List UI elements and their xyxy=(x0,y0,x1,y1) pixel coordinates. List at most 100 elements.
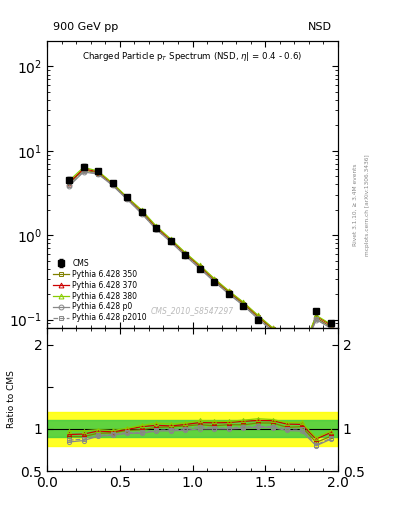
Pythia 6.428 p0 xyxy=(169,239,173,245)
Pythia 6.428 p2010 xyxy=(241,302,246,308)
Pythia 6.428 350 xyxy=(227,289,231,295)
Pythia 6.428 380 xyxy=(256,312,261,318)
Y-axis label: Ratio to CMS: Ratio to CMS xyxy=(7,370,16,429)
Pythia 6.428 370 xyxy=(270,325,275,331)
Pythia 6.428 p0 xyxy=(110,182,115,188)
Pythia 6.428 370 xyxy=(299,350,304,356)
Pythia 6.428 p0 xyxy=(314,316,319,323)
Pythia 6.428 380 xyxy=(241,299,246,305)
Pythia 6.428 p2010 xyxy=(110,182,115,188)
Pythia 6.428 p0 xyxy=(183,252,188,259)
Pythia 6.428 p0 xyxy=(154,226,159,232)
Pythia 6.428 380 xyxy=(66,178,72,184)
Pythia 6.428 380 xyxy=(285,337,289,343)
Text: Rivet 3.1.10, ≥ 3.4M events: Rivet 3.1.10, ≥ 3.4M events xyxy=(353,163,358,246)
Pythia 6.428 p0 xyxy=(212,279,217,285)
Pythia 6.428 350 xyxy=(140,209,144,215)
Pythia 6.428 p0 xyxy=(285,340,289,347)
Pythia 6.428 p0 xyxy=(125,196,130,202)
Pythia 6.428 370 xyxy=(81,166,86,172)
Pythia 6.428 p2010 xyxy=(81,168,86,175)
Line: Pythia 6.428 380: Pythia 6.428 380 xyxy=(66,165,333,355)
Pythia 6.428 370 xyxy=(227,288,231,294)
Pythia 6.428 p0 xyxy=(198,266,202,272)
Pythia 6.428 380 xyxy=(212,275,217,282)
Pythia 6.428 p2010 xyxy=(299,352,304,358)
Pythia 6.428 350 xyxy=(125,195,130,201)
Pythia 6.428 380 xyxy=(198,262,202,268)
Pythia 6.428 350 xyxy=(154,225,159,231)
Text: Charged Particle p$_T$ Spectrum (NSD, $\eta$| = 0.4 - 0.6): Charged Particle p$_T$ Spectrum (NSD, $\… xyxy=(83,50,303,62)
Pythia 6.428 p2010 xyxy=(314,316,319,322)
Pythia 6.428 380 xyxy=(140,207,144,213)
Pythia 6.428 370 xyxy=(154,224,159,230)
Pythia 6.428 p0 xyxy=(256,316,261,322)
Pythia 6.428 380 xyxy=(81,164,86,170)
Pythia 6.428 370 xyxy=(285,338,289,344)
Pythia 6.428 p2010 xyxy=(169,239,173,245)
Pythia 6.428 350 xyxy=(285,339,289,345)
Bar xyxy=(47,412,338,446)
Pythia 6.428 350 xyxy=(299,351,304,357)
Pythia 6.428 p0 xyxy=(66,183,72,189)
Pythia 6.428 p0 xyxy=(329,325,333,331)
Pythia 6.428 370 xyxy=(329,322,333,328)
Pythia 6.428 p2010 xyxy=(198,265,202,271)
Pythia 6.428 380 xyxy=(154,223,159,229)
Pythia 6.428 350 xyxy=(183,251,188,257)
Pythia 6.428 p2010 xyxy=(96,170,101,177)
Pythia 6.428 p2010 xyxy=(329,325,333,331)
Pythia 6.428 p0 xyxy=(227,291,231,297)
Pythia 6.428 380 xyxy=(96,168,101,174)
Pythia 6.428 370 xyxy=(96,168,101,175)
Pythia 6.428 350 xyxy=(96,169,101,176)
Pythia 6.428 370 xyxy=(256,313,261,319)
Pythia 6.428 370 xyxy=(125,195,130,201)
Pythia 6.428 p0 xyxy=(241,303,246,309)
Pythia 6.428 380 xyxy=(169,236,173,242)
Text: CMS_2010_S8547297: CMS_2010_S8547297 xyxy=(151,306,234,315)
Pythia 6.428 370 xyxy=(198,263,202,269)
Pythia 6.428 380 xyxy=(299,349,304,355)
Pythia 6.428 p2010 xyxy=(285,339,289,346)
Pythia 6.428 370 xyxy=(241,300,246,306)
Line: Pythia 6.428 p2010: Pythia 6.428 p2010 xyxy=(66,169,333,357)
Pythia 6.428 350 xyxy=(212,278,217,284)
Pythia 6.428 350 xyxy=(256,314,261,320)
Pythia 6.428 370 xyxy=(169,237,173,243)
Pythia 6.428 p2010 xyxy=(270,328,275,334)
Pythia 6.428 350 xyxy=(81,167,86,173)
Legend: CMS, Pythia 6.428 350, Pythia 6.428 370, Pythia 6.428 380, Pythia 6.428 p0, Pyth: CMS, Pythia 6.428 350, Pythia 6.428 370,… xyxy=(51,257,149,324)
Pythia 6.428 p2010 xyxy=(66,182,72,188)
Pythia 6.428 p0 xyxy=(96,171,101,177)
Pythia 6.428 370 xyxy=(183,250,188,257)
Line: Pythia 6.428 p0: Pythia 6.428 p0 xyxy=(66,169,333,358)
Pythia 6.428 p0 xyxy=(270,328,275,334)
Pythia 6.428 p0 xyxy=(299,353,304,359)
Pythia 6.428 380 xyxy=(270,325,275,331)
Pythia 6.428 p2010 xyxy=(227,291,231,297)
Pythia 6.428 370 xyxy=(314,313,319,319)
Pythia 6.428 p2010 xyxy=(140,210,144,216)
Pythia 6.428 350 xyxy=(329,324,333,330)
Pythia 6.428 p2010 xyxy=(154,226,159,232)
Pythia 6.428 350 xyxy=(110,181,115,187)
Pythia 6.428 380 xyxy=(183,249,188,255)
Pythia 6.428 370 xyxy=(140,207,144,214)
Text: 900 GeV pp: 900 GeV pp xyxy=(53,23,118,32)
Pythia 6.428 380 xyxy=(314,312,319,318)
Pythia 6.428 p2010 xyxy=(125,196,130,202)
Line: Pythia 6.428 370: Pythia 6.428 370 xyxy=(66,166,333,355)
Pythia 6.428 p2010 xyxy=(183,252,188,258)
Pythia 6.428 350 xyxy=(198,264,202,270)
Text: mcplots.cern.ch [arXiv:1306.3436]: mcplots.cern.ch [arXiv:1306.3436] xyxy=(365,154,370,255)
Line: Pythia 6.428 350: Pythia 6.428 350 xyxy=(66,167,333,356)
Pythia 6.428 p2010 xyxy=(212,279,217,285)
Pythia 6.428 370 xyxy=(110,181,115,187)
Pythia 6.428 380 xyxy=(227,288,231,294)
Pythia 6.428 p0 xyxy=(140,210,144,217)
Pythia 6.428 350 xyxy=(66,180,72,186)
Pythia 6.428 350 xyxy=(169,237,173,243)
Pythia 6.428 370 xyxy=(66,180,72,186)
Pythia 6.428 350 xyxy=(270,326,275,332)
